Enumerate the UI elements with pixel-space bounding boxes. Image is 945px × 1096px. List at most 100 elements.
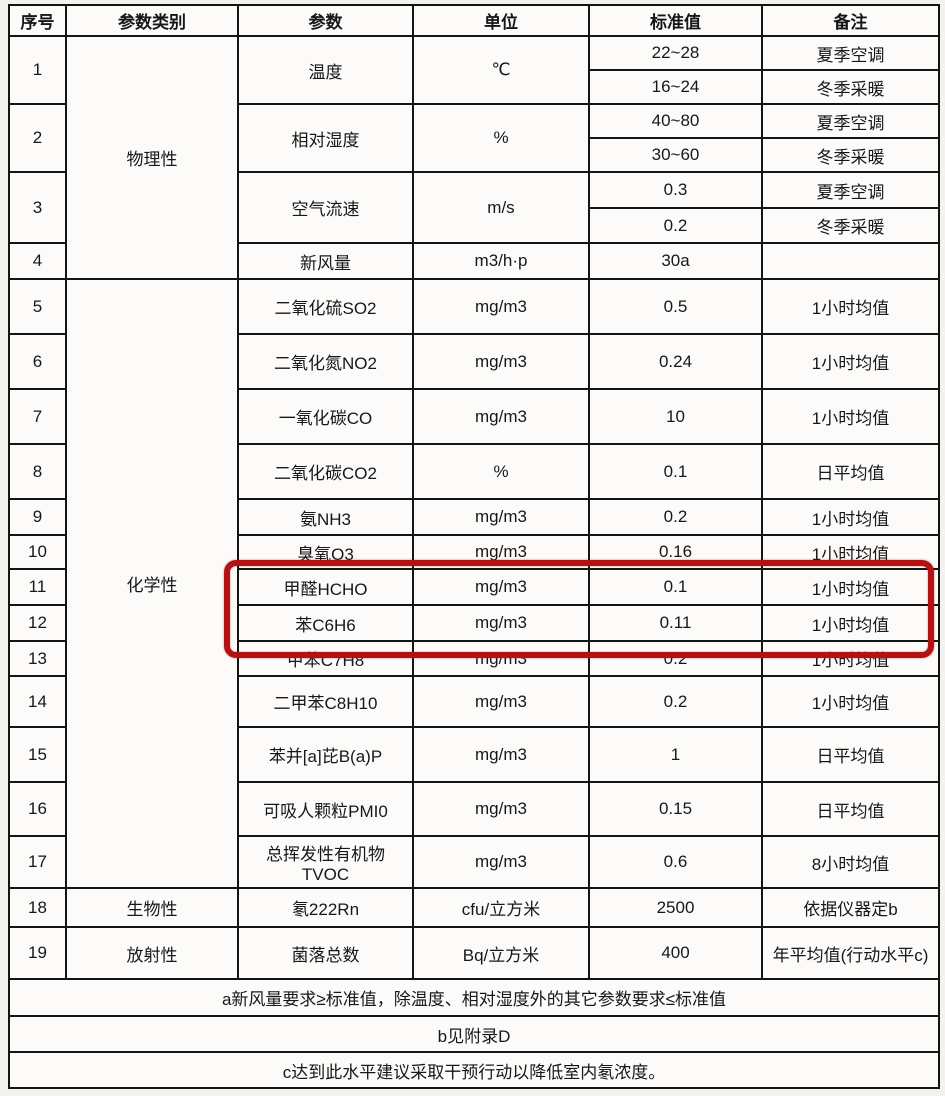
footnote-row: c达到此水平建议采取干预行动以降低室内氡浓度。 <box>8 1051 940 1089</box>
cell-unit: mg/m3 <box>412 278 590 335</box>
table-row: 18 生物性 氡222Rn cfu/立方米 2500 依据仪器定b <box>8 887 940 928</box>
cell-std: 1 <box>588 726 763 783</box>
cell-note: 日平均值 <box>761 726 940 783</box>
cell-unit: mg/m3 <box>412 388 590 445</box>
cell-no: 6 <box>8 333 67 390</box>
cell-no: 18 <box>8 887 67 928</box>
cell-param: 二氧化硫SO2 <box>237 278 414 335</box>
cell-std: 0.1 <box>588 568 763 606</box>
footnote-row: b见附录D <box>8 1015 940 1053</box>
header-category: 参数类别 <box>65 4 239 37</box>
header-parameter: 参数 <box>237 4 414 37</box>
cell-no: 16 <box>8 781 67 837</box>
cell-param: 新风量 <box>237 242 414 280</box>
cell-unit: % <box>412 443 590 500</box>
cell-no: 5 <box>8 278 67 335</box>
table-row: 3 空气流速 m/s 0.3 夏季空调 <box>8 171 940 244</box>
cell-note: 1小时均值 <box>761 568 940 606</box>
cell-no: 8 <box>8 443 67 500</box>
table-row: 6 二氧化氮NO2 mg/m3 0.24 1小时均值 <box>8 333 940 390</box>
table-header-row: 序号 参数类别 参数 单位 标准值 备注 <box>8 4 940 37</box>
table-row: 5 化学性 二氧化硫SO2 mg/m3 0.5 1小时均值 <box>8 278 940 889</box>
cell-param: 相对湿度 <box>237 103 414 173</box>
cell-category-radioactive: 放射性 <box>65 926 239 980</box>
cell-std: 30a <box>588 242 763 280</box>
cell-param: 菌落总数 <box>237 926 414 980</box>
cell-std: 0.1 <box>588 443 763 500</box>
cell-std: 0.2 <box>588 640 763 677</box>
cell-note: 夏季空调 <box>761 103 940 139</box>
cell-param: 氨NH3 <box>237 498 414 536</box>
cell-note: 冬季采暖 <box>761 207 940 244</box>
table-row: 19 放射性 菌落总数 Bq/立方米 400 年平均值(行动水平c) <box>8 926 940 980</box>
cell-unit: mg/m3 <box>412 675 590 728</box>
cell-category-chemical: 化学性 <box>65 278 239 889</box>
cell-param: 臭氧O3 <box>237 534 414 570</box>
cell-no: 9 <box>8 498 67 536</box>
cell-std: 0.6 <box>588 835 763 889</box>
cell-no: 13 <box>8 640 67 677</box>
header-remark: 备注 <box>761 4 940 37</box>
table-row: 16 可吸人颗粒PMI0 mg/m3 0.15 日平均值 <box>8 781 940 837</box>
cell-note: 1小时均值 <box>761 498 940 536</box>
cell-param: 空气流速 <box>237 171 414 244</box>
cell-std: 2500 <box>588 887 763 928</box>
cell-no: 3 <box>8 171 67 244</box>
table-row: 8 二氧化碳CO2 % 0.1 日平均值 <box>8 443 940 500</box>
table-row-highlighted: 12 苯C6H6 mg/m3 0.11 1小时均值 <box>8 604 940 642</box>
cell-note: 日平均值 <box>761 781 940 837</box>
cell-note: 1小时均值 <box>761 675 940 728</box>
cell-note: 年平均值(行动水平c) <box>761 926 940 980</box>
cell-param: 总挥发性有机物 TVOC <box>237 835 414 889</box>
cell-unit: mg/m3 <box>412 333 590 390</box>
cell-no: 4 <box>8 242 67 280</box>
cell-param: 二氧化氮NO2 <box>237 333 414 390</box>
cell-unit: m/s <box>412 171 590 244</box>
cell-std: 0.11 <box>588 604 763 642</box>
cell-note: 1小时均值 <box>761 278 940 335</box>
table-row: 30~60 冬季采暖 <box>9 137 940 173</box>
cell-std: 16~24 <box>588 69 763 105</box>
cell-category-physical: 物理性 <box>65 35 239 280</box>
cell-param: 苯并[a]芘B(a)P <box>237 726 414 783</box>
cell-std: 10 <box>588 388 763 445</box>
cell-note: 1小时均值 <box>761 333 940 390</box>
cell-no: 7 <box>8 388 67 445</box>
cell-std: 0.2 <box>588 207 763 244</box>
table-row-highlighted: 11 甲醛HCHO mg/m3 0.1 1小时均值 <box>8 568 940 606</box>
table-row: 7 一氧化碳CO mg/m3 10 1小时均值 <box>8 388 940 445</box>
table-row: 1 物理性 温度 ℃ 22~28 夏季空调 <box>8 35 940 280</box>
cell-unit: % <box>412 103 590 173</box>
table-row: 16~24 冬季采暖 <box>9 69 940 105</box>
cell-note: 依据仪器定b <box>761 887 940 928</box>
cell-std: 400 <box>588 926 763 980</box>
cell-no: 15 <box>8 726 67 783</box>
header-standard-value: 标准值 <box>588 4 763 37</box>
cell-std: 0.2 <box>588 498 763 536</box>
table-row: 17 总挥发性有机物 TVOC mg/m3 0.6 8小时均值 <box>8 835 940 889</box>
table-row: 4 新风量 m3/h·p 30a <box>8 242 940 280</box>
cell-unit: ℃ <box>412 35 590 105</box>
cell-note: 1小时均值 <box>761 604 940 642</box>
cell-std: 0.16 <box>588 534 763 570</box>
table-row: 2 相对湿度 % 40~80 夏季空调 <box>8 103 940 173</box>
cell-param: 甲醛HCHO <box>237 568 414 606</box>
footnote-c: c达到此水平建议采取干预行动以降低室内氡浓度。 <box>8 1051 940 1089</box>
cell-std: 0.24 <box>588 333 763 390</box>
table-row: 13 甲苯C7H8 mg/m3 0.2 1小时均值 <box>8 640 940 677</box>
header-no: 序号 <box>8 4 67 37</box>
footnote-row: a新风量要求≥标准值，除温度、相对湿度外的其它参数要求≤标准值 <box>8 978 940 1017</box>
cell-no: 12 <box>8 604 67 642</box>
cell-unit: cfu/立方米 <box>412 887 590 928</box>
cell-std: 40~80 <box>588 103 763 139</box>
cell-no: 10 <box>8 534 67 570</box>
cell-std: 22~28 <box>588 35 763 71</box>
cell-std: 0.2 <box>588 675 763 728</box>
cell-note: 1小时均值 <box>761 388 940 445</box>
table-row: 15 苯并[a]芘B(a)P mg/m3 1 日平均值 <box>8 726 940 783</box>
cell-param: 甲苯C7H8 <box>237 640 414 677</box>
cell-param: 一氧化碳CO <box>237 388 414 445</box>
cell-param: 可吸人颗粒PMI0 <box>237 781 414 837</box>
cell-std: 0.5 <box>588 278 763 335</box>
cell-param: 二氧化碳CO2 <box>237 443 414 500</box>
